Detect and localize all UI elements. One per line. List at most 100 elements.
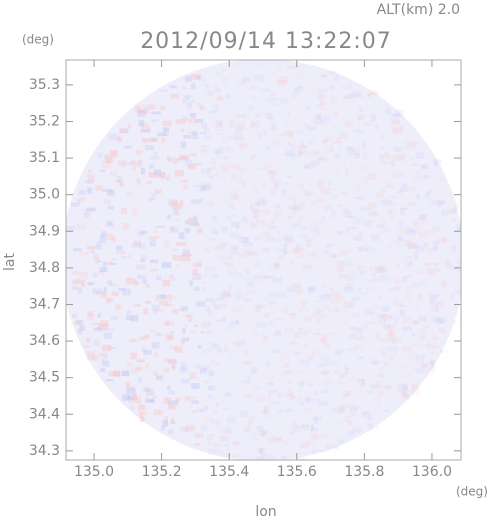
echo-patch: [424, 325, 430, 328]
echo-patch: [300, 424, 310, 428]
echo-patch: [319, 220, 324, 224]
echo-patch: [211, 359, 215, 365]
altitude-label: ALT(km) 2.0: [377, 2, 460, 18]
echo-patch: [286, 392, 294, 397]
echo-patch: [253, 202, 260, 206]
echo-patch: [187, 396, 197, 400]
echo-patch: [297, 150, 302, 158]
echo-patch: [238, 236, 249, 243]
echo-patch: [230, 245, 239, 250]
echo-patch: [343, 121, 353, 128]
echo-patch: [242, 76, 252, 83]
echo-patch: [387, 195, 397, 199]
echo-patch: [338, 144, 342, 152]
echo-patch: [304, 398, 311, 403]
echo-patch: [208, 369, 215, 377]
echo-patch: [390, 337, 396, 344]
echo-patch: [310, 120, 318, 124]
echo-patch: [391, 113, 401, 118]
echo-patch: [436, 300, 444, 304]
echo-patch: [122, 162, 133, 165]
echo-patch: [277, 237, 281, 241]
echo-patch: [265, 237, 276, 242]
echo-patch: [296, 457, 305, 460]
echo-patch: [403, 317, 413, 324]
echo-patch: [383, 151, 389, 158]
echo-patch: [444, 259, 451, 263]
echo-patch: [398, 236, 404, 241]
echo-patch: [420, 327, 426, 333]
echo-patch: [447, 209, 456, 214]
echo-patch: [172, 309, 178, 314]
echo-patch: [282, 249, 287, 256]
echo-patch: [298, 151, 305, 155]
echo-patch: [323, 379, 333, 386]
echo-patch: [215, 150, 224, 154]
echo-patch: [327, 181, 332, 186]
echo-patch: [273, 330, 281, 337]
echo-patch: [206, 167, 217, 171]
echo-patch: [125, 316, 134, 321]
echo-patch: [439, 199, 445, 204]
echo-patch: [312, 350, 321, 356]
echo-patch: [409, 157, 414, 161]
echo-patch: [416, 217, 426, 225]
echo-patch: [420, 164, 429, 170]
echo-patch: [175, 264, 181, 267]
echo-patch: [359, 196, 366, 201]
echo-patch: [199, 131, 207, 135]
echo-patch: [183, 94, 191, 100]
echo-patch: [234, 141, 238, 146]
echo-patch: [163, 240, 170, 248]
echo-patch: [239, 81, 244, 86]
echo-patch: [170, 278, 178, 281]
echo-patch: [212, 409, 218, 415]
echo-patch: [277, 392, 283, 399]
echo-patch: [290, 95, 298, 99]
echo-patch: [401, 346, 412, 353]
echo-patch: [86, 337, 91, 343]
echo-patch: [268, 300, 277, 305]
echo-patch: [298, 184, 304, 189]
echo-patch: [91, 322, 101, 325]
echo-patch: [215, 151, 220, 158]
echo-patch: [317, 181, 325, 188]
echo-patch: [173, 161, 178, 165]
echo-patch: [87, 169, 93, 174]
echo-patch: [346, 334, 355, 339]
echo-patch: [357, 378, 365, 382]
echo-patch: [323, 205, 334, 211]
echo-patch: [102, 261, 107, 268]
echo-patch: [186, 221, 193, 226]
echo-patch: [430, 298, 435, 306]
echo-patch: [303, 316, 313, 322]
echo-patch: [290, 428, 301, 433]
echo-patch: [215, 71, 221, 76]
echo-patch: [399, 227, 406, 234]
echo-patch: [333, 110, 338, 116]
echo-patch: [92, 355, 99, 362]
echo-patch: [271, 72, 278, 76]
echo-patch: [222, 227, 228, 233]
echo-patch: [274, 209, 282, 217]
echo-patch: [377, 313, 386, 319]
echo-patch: [320, 74, 328, 77]
echo-patch: [297, 219, 301, 227]
echo-patch: [270, 92, 275, 98]
echo-patch: [284, 327, 294, 334]
echo-patch: [435, 307, 439, 313]
echo-patch: [159, 89, 169, 93]
echo-patch: [367, 201, 377, 207]
echo-patch: [344, 211, 353, 218]
y-axis-label: lat: [2, 253, 18, 271]
echo-patch: [346, 215, 356, 219]
echo-patch: [134, 304, 141, 307]
echo-patch: [411, 332, 416, 337]
echo-patch: [334, 75, 339, 81]
echo-patch: [172, 255, 181, 261]
echo-patch: [350, 271, 357, 278]
echo-patch: [320, 334, 328, 342]
echo-patch: [190, 222, 200, 227]
echo-patch: [108, 371, 116, 377]
echo-patch: [136, 274, 146, 279]
